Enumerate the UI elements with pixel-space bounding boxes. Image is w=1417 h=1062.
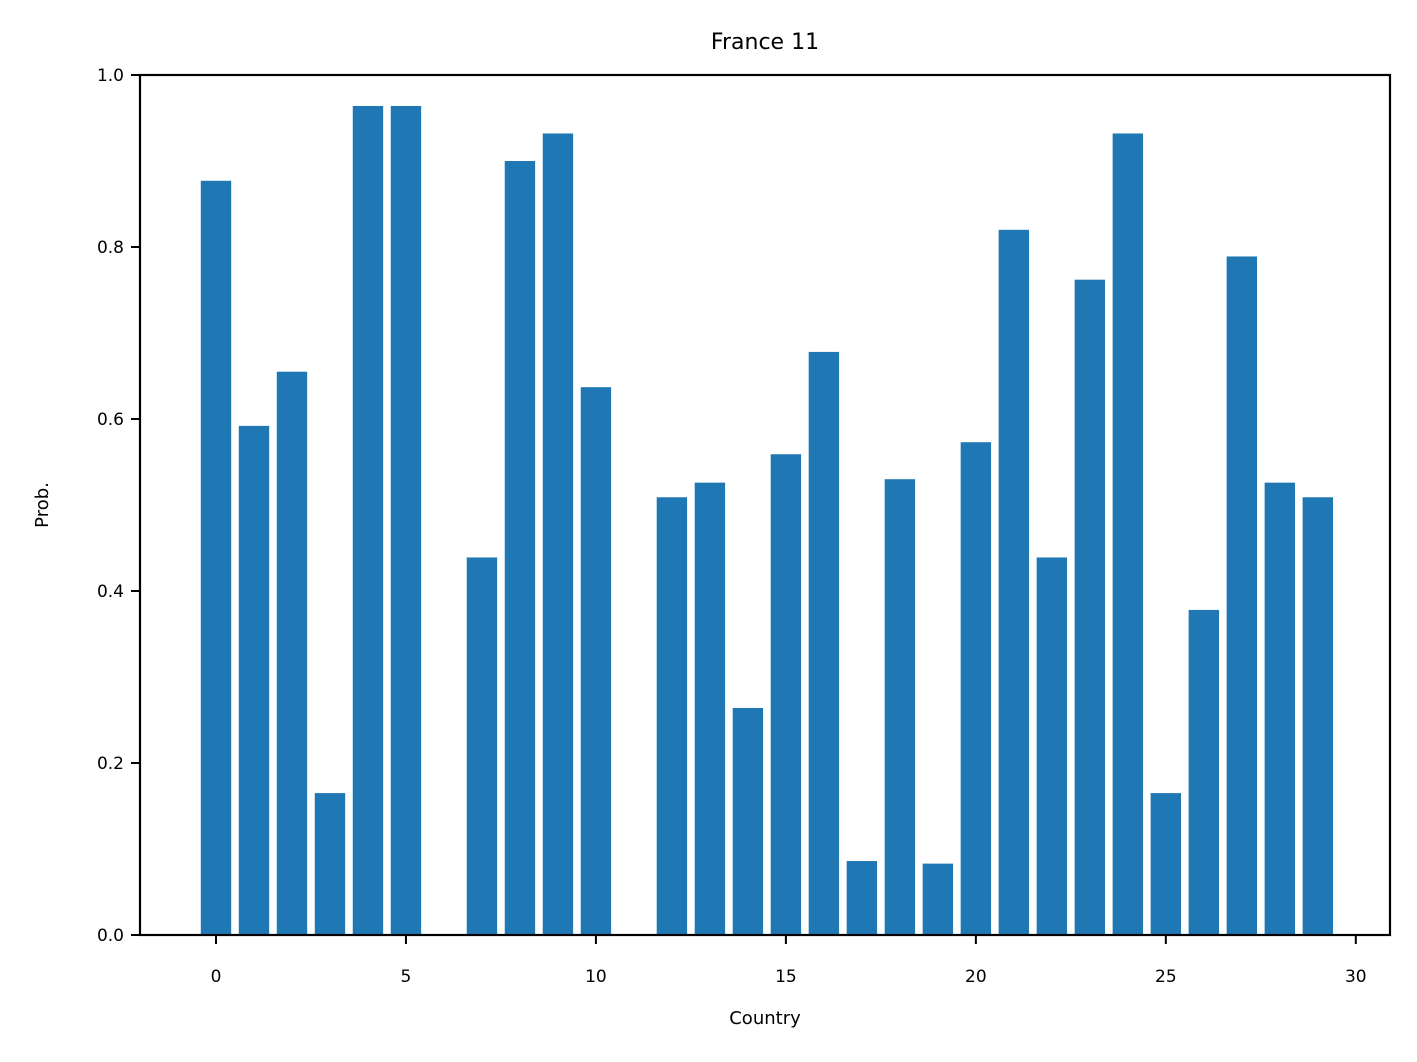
bar-19 bbox=[922, 863, 954, 935]
x-tick-label: 10 bbox=[585, 967, 607, 987]
y-tick-label: 0.4 bbox=[97, 582, 124, 602]
bar-1 bbox=[238, 425, 270, 935]
y-axis-ticks: 0.0 0.2 0.4 0.6 0.8 1.0 bbox=[97, 66, 140, 946]
bar-23 bbox=[1074, 279, 1106, 935]
bar-3 bbox=[314, 793, 346, 935]
y-axis-label: Prob. bbox=[32, 482, 53, 528]
bar-22 bbox=[1036, 557, 1068, 935]
bar-16 bbox=[808, 351, 840, 935]
y-tick-label: 0.0 bbox=[97, 926, 124, 946]
x-tick-label: 30 bbox=[1345, 967, 1367, 987]
x-axis-ticks: 0 5 10 15 20 25 30 bbox=[211, 935, 1367, 987]
bar-25 bbox=[1150, 793, 1182, 935]
bar-18 bbox=[884, 479, 916, 935]
y-tick-label: 0.8 bbox=[97, 238, 124, 258]
bar-15 bbox=[770, 454, 802, 935]
x-tick-label: 25 bbox=[1155, 967, 1177, 987]
x-tick-label: 20 bbox=[965, 967, 987, 987]
y-tick-label: 0.2 bbox=[97, 754, 124, 774]
bar-20 bbox=[960, 442, 992, 935]
y-tick-label: 1.0 bbox=[97, 66, 124, 86]
bar-9 bbox=[542, 133, 574, 936]
bar-27 bbox=[1226, 256, 1258, 936]
bar-28 bbox=[1264, 482, 1296, 935]
bars-group bbox=[200, 105, 1334, 936]
bar-10 bbox=[580, 387, 612, 935]
bar-7 bbox=[466, 557, 498, 935]
bar-13 bbox=[694, 482, 726, 935]
bar-29 bbox=[1302, 497, 1334, 935]
chart-title: France 11 bbox=[711, 30, 819, 55]
bar-26 bbox=[1188, 609, 1220, 935]
bar-14 bbox=[732, 707, 764, 935]
y-tick-label: 0.6 bbox=[97, 410, 124, 430]
bar-8 bbox=[504, 161, 536, 935]
bar-24 bbox=[1112, 133, 1144, 936]
plot-frame bbox=[138, 73, 1392, 937]
bar-21 bbox=[998, 229, 1030, 936]
bar-2 bbox=[276, 371, 308, 935]
x-axis-label: Country bbox=[729, 1008, 801, 1029]
bar-12 bbox=[656, 497, 688, 935]
x-tick-label: 0 bbox=[211, 967, 222, 987]
bar-0 bbox=[200, 180, 232, 935]
bar-17 bbox=[846, 861, 878, 935]
bar-5 bbox=[390, 105, 422, 935]
bar-4 bbox=[352, 105, 384, 935]
x-tick-label: 15 bbox=[775, 967, 797, 987]
x-tick-label: 5 bbox=[401, 967, 412, 987]
